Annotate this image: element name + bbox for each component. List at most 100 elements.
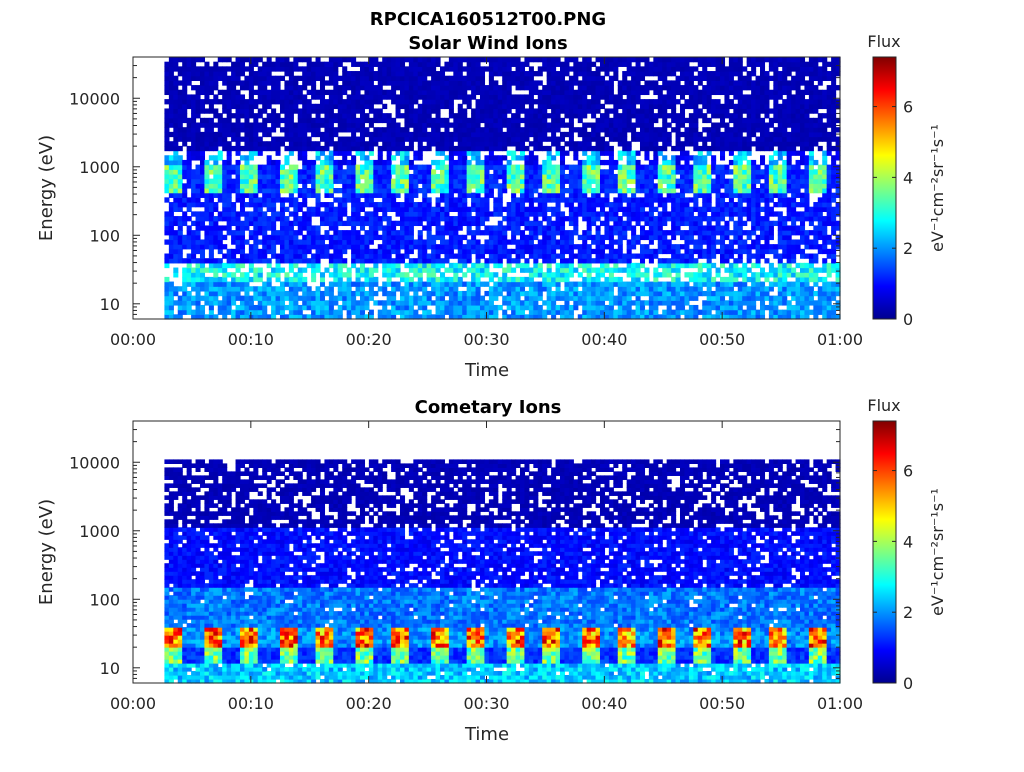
heatmap-cell [528,178,534,184]
heatmap-cell [493,127,499,133]
heatmap-cell [337,103,343,110]
heatmap-cell [204,94,210,100]
heatmap-cell [591,136,597,142]
heatmap-cell [608,155,614,161]
heatmap-cell [479,131,486,138]
heatmap-cell [608,136,614,142]
heatmap-cell [577,244,583,250]
heatmap-cell [617,230,623,236]
heatmap-cell [293,122,299,128]
heatmap-cell [453,244,459,250]
heatmap-cell [444,66,450,72]
heatmap-cell [622,178,628,184]
heatmap-cell [622,220,628,227]
heatmap-cell [288,75,294,81]
heatmap-cell [173,61,179,67]
heatmap-cell [475,183,481,189]
heatmap-cell [355,75,361,81]
heatmap-cell [448,145,454,152]
heatmap-cell [542,117,548,124]
heatmap-cell [528,99,534,105]
heatmap-cell [413,61,419,67]
heatmap-cell [213,108,219,114]
heatmap-cell [502,136,508,142]
heatmap-cell [408,75,414,81]
heatmap-cell [582,183,588,189]
heatmap-cell [186,281,192,287]
heatmap-cell [266,295,272,301]
heatmap-cell [555,122,561,128]
heatmap-cell [235,230,241,236]
heatmap-cell [359,262,366,269]
heatmap-cell [457,173,463,180]
heatmap-cell [359,202,366,208]
heatmap-cell [399,309,406,315]
heatmap-cell [208,225,214,231]
heatmap-cell [502,89,508,96]
heatmap-cell [613,202,619,208]
heatmap-cell [351,225,357,231]
heatmap-cell [435,117,441,124]
heatmap-cell [582,75,588,81]
heatmap-cell [191,188,197,194]
heatmap-cell [271,94,277,100]
heatmap-cell [444,136,450,142]
heatmap-cell [275,89,281,96]
heatmap-cell [564,150,570,156]
heatmap-cell [333,150,339,156]
heatmap-cell [577,94,583,100]
heatmap-cell [248,173,254,180]
heatmap-cell [524,108,530,114]
heatmap-cell [582,295,588,301]
heatmap-cell [635,173,641,180]
heatmap-cell [613,127,619,133]
heatmap-cell [551,169,557,175]
heatmap-cell [555,304,561,311]
heatmap-cell [168,220,174,227]
heatmap-cell [595,164,601,170]
heatmap-cell [613,66,619,72]
heatmap-cell [639,57,646,63]
heatmap-cell [422,117,428,124]
heatmap-cell [422,99,428,105]
heatmap-cell [391,169,397,175]
heatmap-cell [559,75,566,81]
heatmap-cell [635,216,641,222]
heatmap-cell [608,230,614,236]
heatmap-cell [275,57,281,63]
heatmap-cell [213,155,219,161]
heatmap-cell [395,103,401,110]
heatmap-cell [417,239,423,245]
heatmap-cell [635,108,641,114]
heatmap-cell [213,272,219,278]
heatmap-cell [271,66,277,72]
heatmap-cell [591,295,597,301]
heatmap-cell [555,281,561,287]
heatmap-cell [631,267,637,273]
heatmap-cell [466,141,472,147]
heatmap-cell [382,230,388,236]
heatmap-cell [311,75,317,81]
heatmap-cell [266,89,272,96]
heatmap-cell [613,57,619,63]
heatmap-cell [431,173,437,180]
heatmap-cell [444,188,450,194]
heatmap-cell [591,202,597,208]
heatmap-cell [408,117,414,124]
heatmap-cell [586,295,592,301]
heatmap-cell [537,99,543,105]
heatmap-cell [164,108,170,114]
heatmap-cell [555,117,561,124]
heatmap-cell [284,66,290,72]
heatmap-cell [528,225,534,231]
heatmap-cell [408,80,414,86]
heatmap-cell [235,122,241,128]
heatmap-cell [426,103,432,110]
heatmap-cell [377,286,383,292]
heatmap-cell [479,85,486,91]
heatmap-cell [475,71,481,77]
heatmap-cell [564,272,570,278]
heatmap-cell [408,136,414,142]
heatmap-cell [195,169,201,175]
heatmap-cell [262,197,268,203]
